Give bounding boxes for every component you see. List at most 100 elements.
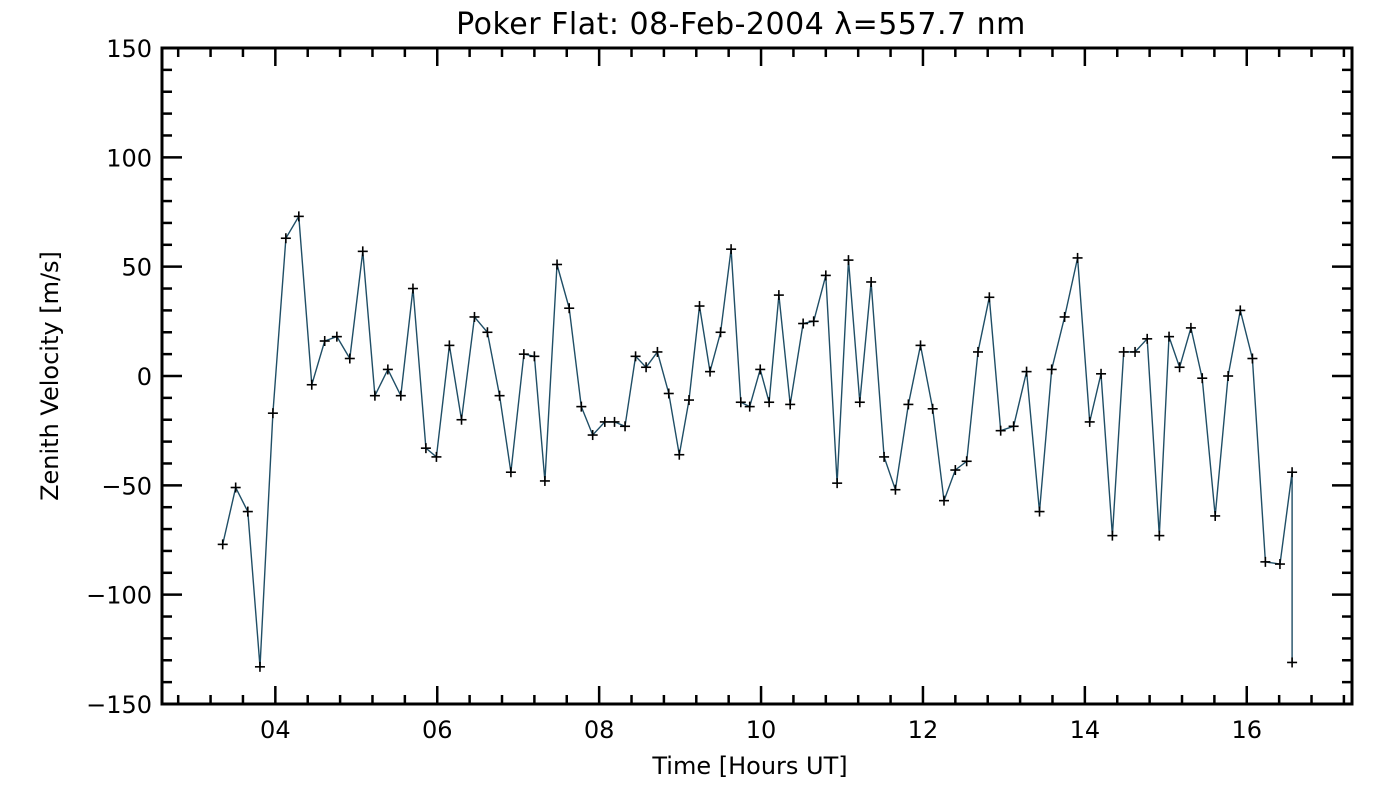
data-point bbox=[444, 340, 455, 351]
data-point bbox=[1021, 366, 1032, 377]
data-point bbox=[1034, 506, 1045, 517]
series-line bbox=[222, 214, 1293, 667]
plot-frame bbox=[160, 46, 1354, 706]
data-point bbox=[267, 408, 278, 419]
data-point bbox=[995, 425, 1006, 436]
x-axis-label: Time [Hours UT] bbox=[651, 752, 847, 780]
data-point bbox=[744, 401, 755, 412]
data-point bbox=[939, 495, 949, 506]
data-point bbox=[242, 506, 253, 517]
data-point bbox=[230, 482, 241, 493]
y-axis-label: Zenith Velocity [m/s] bbox=[36, 251, 64, 501]
data-point bbox=[1260, 556, 1271, 567]
data-point bbox=[820, 270, 831, 281]
data-point bbox=[1247, 353, 1258, 364]
data-point bbox=[1197, 373, 1208, 384]
data-point bbox=[798, 318, 809, 329]
data-point bbox=[599, 416, 610, 427]
data-point bbox=[1235, 305, 1246, 316]
x-tick-label: 06 bbox=[422, 716, 453, 744]
data-point bbox=[1142, 333, 1153, 344]
data-point bbox=[755, 364, 766, 375]
data-point bbox=[843, 255, 854, 266]
x-tick-label: 04 bbox=[260, 716, 291, 744]
data-point bbox=[609, 416, 620, 427]
data-point bbox=[915, 340, 926, 351]
data-point bbox=[715, 327, 726, 338]
data-point bbox=[357, 246, 368, 257]
data-point bbox=[319, 336, 330, 347]
data-point bbox=[1118, 346, 1129, 357]
data-point bbox=[1072, 252, 1083, 263]
y-tick-label: 0 bbox=[137, 363, 152, 391]
data-point bbox=[431, 451, 442, 462]
data-point bbox=[1287, 657, 1298, 668]
data-point bbox=[539, 475, 550, 486]
data-point bbox=[1287, 467, 1298, 478]
data-point bbox=[1107, 530, 1118, 541]
data-point bbox=[1046, 364, 1057, 375]
data-point bbox=[564, 303, 575, 314]
data-point bbox=[879, 451, 890, 462]
data-point bbox=[587, 430, 598, 441]
x-tick-label: 14 bbox=[1070, 716, 1101, 744]
data-point bbox=[890, 484, 901, 495]
data-point bbox=[1154, 530, 1165, 541]
data-point bbox=[254, 661, 265, 672]
data-point bbox=[529, 351, 540, 362]
data-point bbox=[1096, 368, 1107, 379]
y-tick-label: −100 bbox=[86, 582, 152, 610]
data-point bbox=[641, 362, 652, 373]
data-point bbox=[866, 276, 877, 287]
data-point bbox=[663, 388, 674, 399]
data-point bbox=[674, 449, 685, 460]
data-point bbox=[1059, 311, 1070, 322]
data-point bbox=[773, 290, 784, 301]
y-tick-label: −150 bbox=[86, 691, 152, 719]
data-point bbox=[961, 456, 972, 467]
data-point bbox=[382, 364, 393, 375]
data-point bbox=[854, 397, 865, 408]
data-point bbox=[469, 311, 480, 322]
data-point bbox=[576, 401, 587, 412]
data-point bbox=[630, 351, 641, 362]
data-point bbox=[808, 316, 819, 327]
data-point bbox=[395, 390, 406, 401]
data-point bbox=[369, 390, 380, 401]
data-point bbox=[764, 397, 775, 408]
data-point bbox=[735, 397, 746, 408]
data-point bbox=[984, 292, 995, 303]
data-point bbox=[620, 421, 631, 432]
data-point bbox=[494, 390, 505, 401]
data-point bbox=[1164, 331, 1175, 342]
data-point bbox=[1274, 559, 1285, 570]
data-point bbox=[344, 353, 355, 364]
data-point bbox=[950, 465, 961, 476]
data-point bbox=[482, 327, 493, 338]
x-tick-label: 08 bbox=[584, 716, 615, 744]
data-point bbox=[1130, 346, 1141, 357]
data-point bbox=[927, 403, 938, 414]
data-point bbox=[903, 399, 914, 410]
y-tick-label: −50 bbox=[101, 472, 152, 500]
data-series bbox=[217, 211, 1298, 672]
y-tick-label: 150 bbox=[106, 35, 152, 63]
data-point bbox=[832, 478, 843, 489]
data-point bbox=[694, 301, 705, 312]
data-point bbox=[518, 349, 529, 360]
data-point bbox=[280, 233, 291, 244]
data-point bbox=[456, 414, 467, 425]
data-point bbox=[306, 379, 317, 390]
data-point bbox=[331, 331, 342, 342]
data-point bbox=[684, 395, 694, 406]
data-point bbox=[705, 366, 716, 377]
axis-tick-labels: 04 06 08 10 12 14 16 −150 −100 −50 0 50 100 150 bbox=[86, 35, 1262, 744]
data-point bbox=[1223, 371, 1234, 381]
data-point bbox=[505, 467, 516, 478]
data-point bbox=[552, 259, 563, 270]
chart-title: Poker Flat: 08-Feb-2004 λ=557.7 nm bbox=[456, 7, 1026, 42]
data-point bbox=[726, 244, 737, 255]
x-tick-label: 12 bbox=[908, 716, 939, 744]
data-point bbox=[652, 346, 663, 357]
